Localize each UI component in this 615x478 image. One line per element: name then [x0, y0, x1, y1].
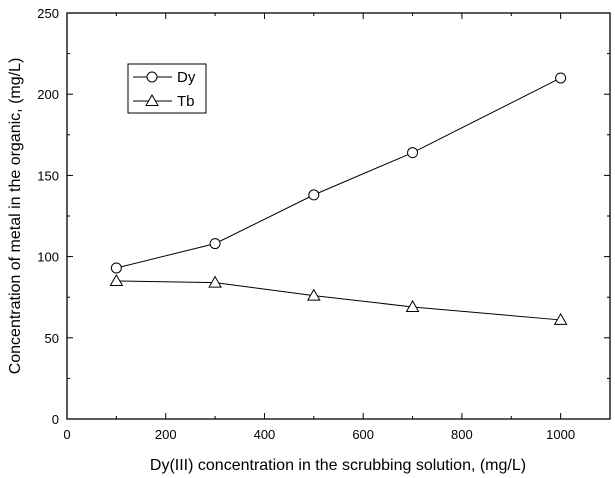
series-dy: [110, 72, 567, 274]
legend-marker-tb: [145, 93, 159, 106]
x-tick-label: 600: [352, 427, 374, 442]
x-tick-label: 0: [63, 427, 70, 442]
data-point-tb: [405, 299, 420, 312]
legend: Dy Tb: [127, 63, 207, 114]
series-layer: [109, 72, 568, 325]
y-tick-label: 200: [37, 87, 59, 102]
legend-label-dy: Dy: [177, 69, 196, 86]
y-tick-label: 0: [52, 412, 59, 427]
data-point-dy: [308, 189, 320, 201]
y-tick-label: 150: [37, 168, 59, 183]
data-point-tb: [109, 273, 124, 286]
x-axis: 0 200 400 600 800 1000: [63, 13, 611, 442]
data-point-tb: [306, 288, 321, 301]
x-tick-label: 200: [155, 427, 177, 442]
y-tick-label: 100: [37, 250, 59, 265]
data-point-dy: [407, 147, 419, 159]
legend-label-tb: Tb: [177, 93, 195, 110]
y-axis: 0 50 100 150 200 250: [37, 6, 610, 427]
series-line-tb: [116, 280, 561, 321]
y-tick-label: 50: [45, 331, 59, 346]
data-point-dy: [555, 72, 567, 84]
data-point-tb: [208, 275, 222, 288]
x-axis-title: Dy(III) concentration in the scrubbing s…: [150, 457, 526, 474]
series-tb: [109, 273, 568, 325]
legend-box: [127, 63, 207, 114]
y-axis-title: Concentration of metal in the organic, (…: [7, 58, 24, 375]
x-tick-label: 400: [254, 427, 276, 442]
data-point-dy: [110, 262, 122, 274]
y-tick-label: 250: [37, 6, 59, 21]
data-point-dy: [209, 238, 221, 250]
legend-marker-dy: [146, 71, 158, 83]
x-tick-label: 800: [451, 427, 473, 442]
x-tick-label: 1000: [546, 427, 575, 442]
data-point-tb: [553, 312, 568, 325]
